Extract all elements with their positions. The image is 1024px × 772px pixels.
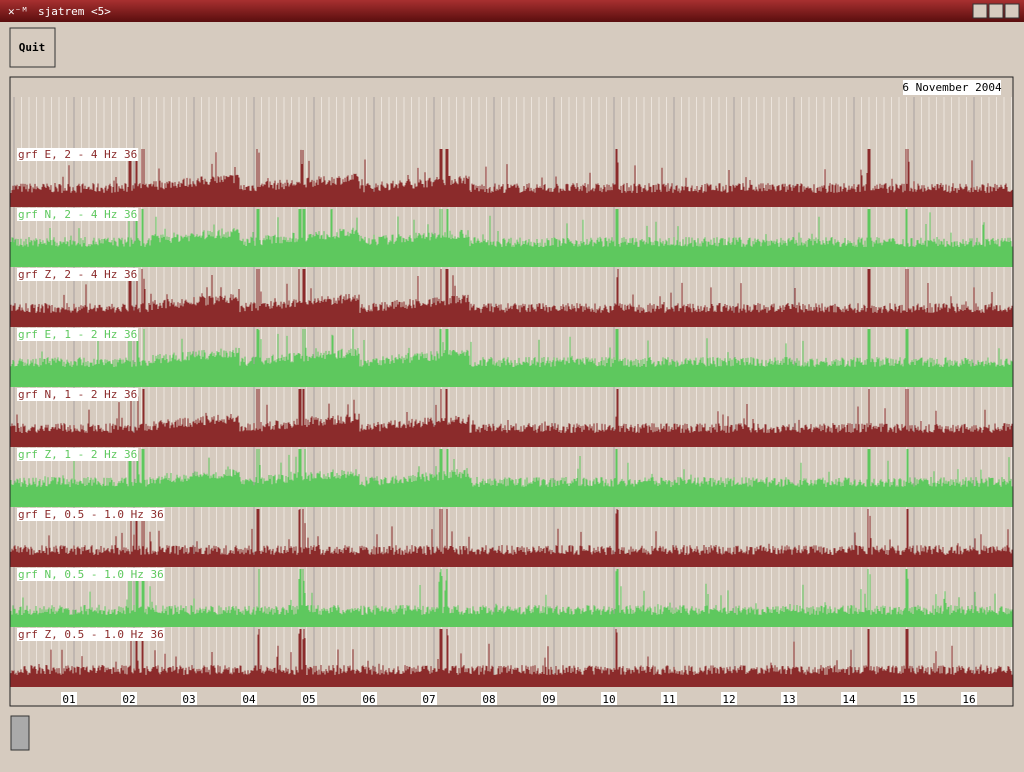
- x-label: 06: [362, 693, 375, 706]
- trace: [10, 389, 1013, 447]
- trace-label-bg: [17, 148, 139, 161]
- trace: [10, 629, 1013, 687]
- x-label-bg: [301, 692, 317, 705]
- x-label-bg: [781, 692, 797, 705]
- x-label: 12: [722, 693, 735, 706]
- trace: [10, 209, 1013, 267]
- trace: [10, 269, 1013, 327]
- trace-label-bg: [17, 388, 139, 401]
- trace: [10, 449, 1013, 507]
- title-bar: [0, 0, 1024, 22]
- minimize-button[interactable]: [972, 3, 988, 19]
- quit-button[interactable]: [9, 27, 56, 68]
- x-label-bg: [181, 692, 197, 705]
- maximize-button[interactable]: [988, 3, 1004, 19]
- x-label: 09: [542, 693, 555, 706]
- trace: [10, 329, 1013, 387]
- trace-label: grf Z, 1 - 2 Hz 36: [18, 448, 137, 461]
- window-title: sjatrem <5>: [38, 5, 111, 18]
- trace-label-bg: [17, 448, 139, 461]
- trace-label-bg: [17, 628, 165, 641]
- x-label-bg: [901, 692, 917, 705]
- x-label-bg: [481, 692, 497, 705]
- trace-label: grf Z, 0.5 - 1.0 Hz 36: [18, 628, 164, 641]
- x-label-bg: [721, 692, 737, 705]
- x-label-bg: [121, 692, 137, 705]
- trace-label-bg: [17, 208, 139, 221]
- traces: grf E, 2 - 4 Hz 36 grf N, 2 - 4 Hz 36 grf …: [10, 148, 1013, 687]
- trace-label-bg: [17, 508, 165, 521]
- x-label: 07: [422, 693, 435, 706]
- scroll-handle[interactable]: [10, 715, 30, 751]
- x-label: 11: [662, 693, 675, 706]
- trace-label-bg: [17, 328, 139, 341]
- x-label: 14: [842, 693, 856, 706]
- x-label: 04: [242, 693, 256, 706]
- trace-label: grf N, 0.5 - 1.0 Hz 36: [18, 568, 164, 581]
- close-button[interactable]: [1004, 3, 1020, 19]
- x-label: 02: [122, 693, 135, 706]
- x-label-bg: [421, 692, 437, 705]
- x-label: 13: [782, 693, 795, 706]
- trace: [10, 509, 1013, 567]
- trace-label: grf E, 0.5 - 1.0 Hz 36: [18, 508, 164, 521]
- x-label: 15: [902, 693, 915, 706]
- x-label-bg: [361, 692, 377, 705]
- x-label-bg: [661, 692, 677, 705]
- x-label-bg: [61, 692, 77, 705]
- x-label: 16: [962, 693, 975, 706]
- x-label-bg: [241, 692, 257, 705]
- trace-label: grf E, 2 - 4 Hz 36: [18, 148, 137, 161]
- x-label: 10: [602, 693, 615, 706]
- trace: [10, 149, 1013, 207]
- plot-frame: [9, 76, 1014, 707]
- x-label: 05: [302, 693, 315, 706]
- date-label: 6 November 2004: [902, 81, 1002, 94]
- trace-label-bg: [17, 568, 165, 581]
- quit-label: Quit: [19, 41, 46, 54]
- trace-label: grf E, 1 - 2 Hz 36: [18, 328, 137, 341]
- trace-label: grf N, 1 - 2 Hz 36: [18, 388, 137, 401]
- x-label: 08: [482, 693, 495, 706]
- window-icon: ✕⁻ᴹ: [8, 5, 28, 18]
- trace-label-bg: [17, 268, 139, 281]
- trace-label: grf Z, 2 - 4 Hz 36: [18, 268, 137, 281]
- x-label: 03: [182, 693, 195, 706]
- date-box: [903, 80, 1001, 95]
- x-label: 01: [62, 693, 75, 706]
- x-axis: 01 02 03 04 05 06 07 08 09 10 11 12 13 14 15 16: [61, 692, 977, 706]
- x-label-bg: [961, 692, 977, 705]
- trace-label: grf N, 2 - 4 Hz 36: [18, 208, 137, 221]
- window-buttons[interactable]: [972, 3, 1020, 19]
- x-label-bg: [541, 692, 557, 705]
- trace: [10, 569, 1013, 627]
- x-label-bg: [601, 692, 617, 705]
- x-label-bg: [841, 692, 857, 705]
